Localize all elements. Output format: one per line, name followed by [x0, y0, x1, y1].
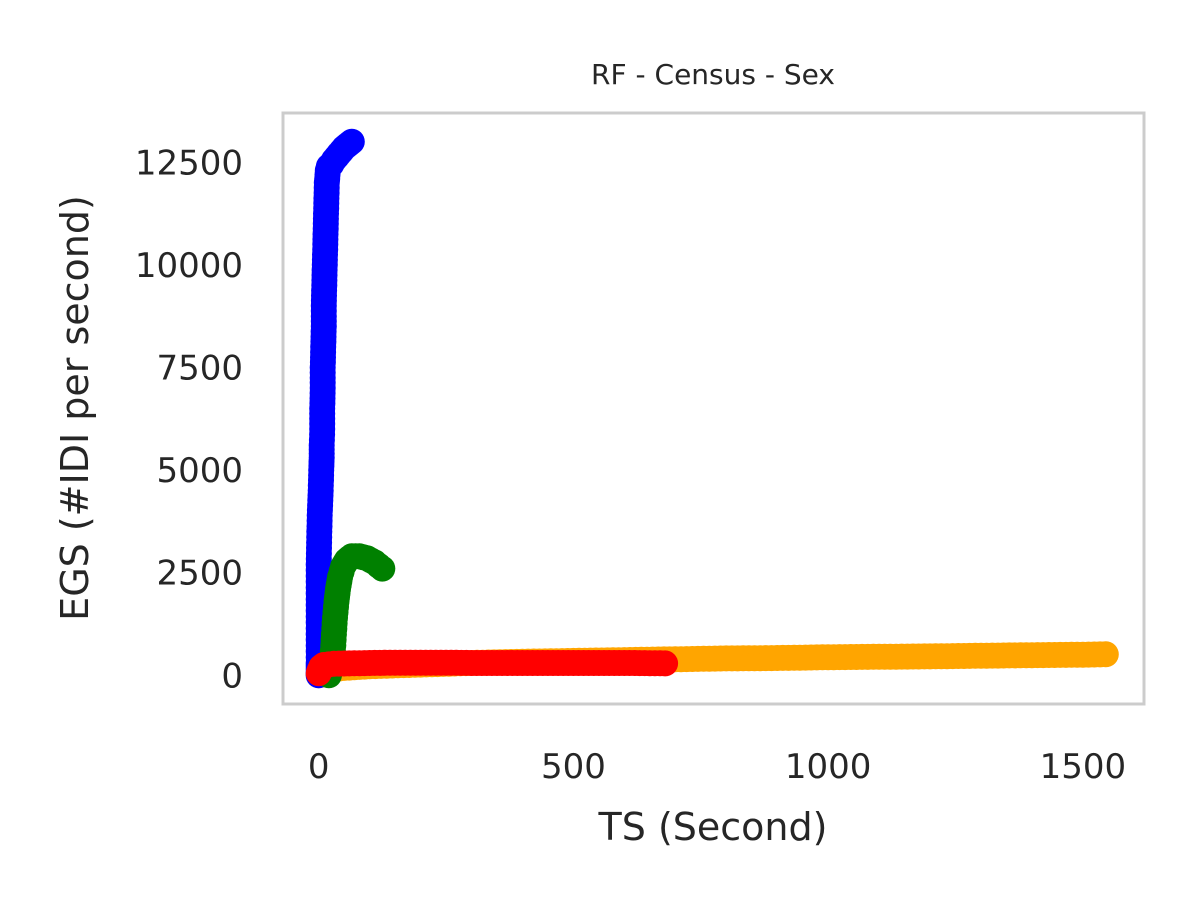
x-tick-label: 1500 [1040, 747, 1127, 787]
series-3 [305, 649, 679, 687]
y-tick-label: 5000 [156, 451, 243, 491]
series-point [1092, 641, 1119, 668]
plot-background [283, 113, 1144, 704]
series-point [369, 555, 396, 582]
x-axis-ticks: 0 500 1000 1500 [308, 747, 1126, 787]
series-layer [305, 128, 1119, 689]
plot-area [281, 111, 1146, 706]
y-tick-label: 12500 [135, 143, 243, 183]
y-tick-label: 7500 [156, 349, 243, 389]
x-axis-label: TS (Second) [598, 805, 828, 849]
x-tick-label: 0 [308, 747, 330, 787]
y-tick-label: 2500 [156, 554, 243, 594]
y-axis-ticks: 0 2500 5000 7500 10000 12500 [135, 143, 243, 696]
y-tick-label: 0 [221, 656, 243, 696]
x-tick-label: 500 [541, 747, 606, 787]
series-point [338, 128, 365, 155]
y-axis-label: EGS (#IDI per second) [53, 195, 97, 621]
y-tick-label: 10000 [135, 246, 243, 286]
chart-title: RF - Census - Sex [591, 58, 835, 91]
plot-frame [281, 111, 1146, 706]
series-point [652, 650, 679, 677]
x-tick-label: 1000 [785, 747, 872, 787]
